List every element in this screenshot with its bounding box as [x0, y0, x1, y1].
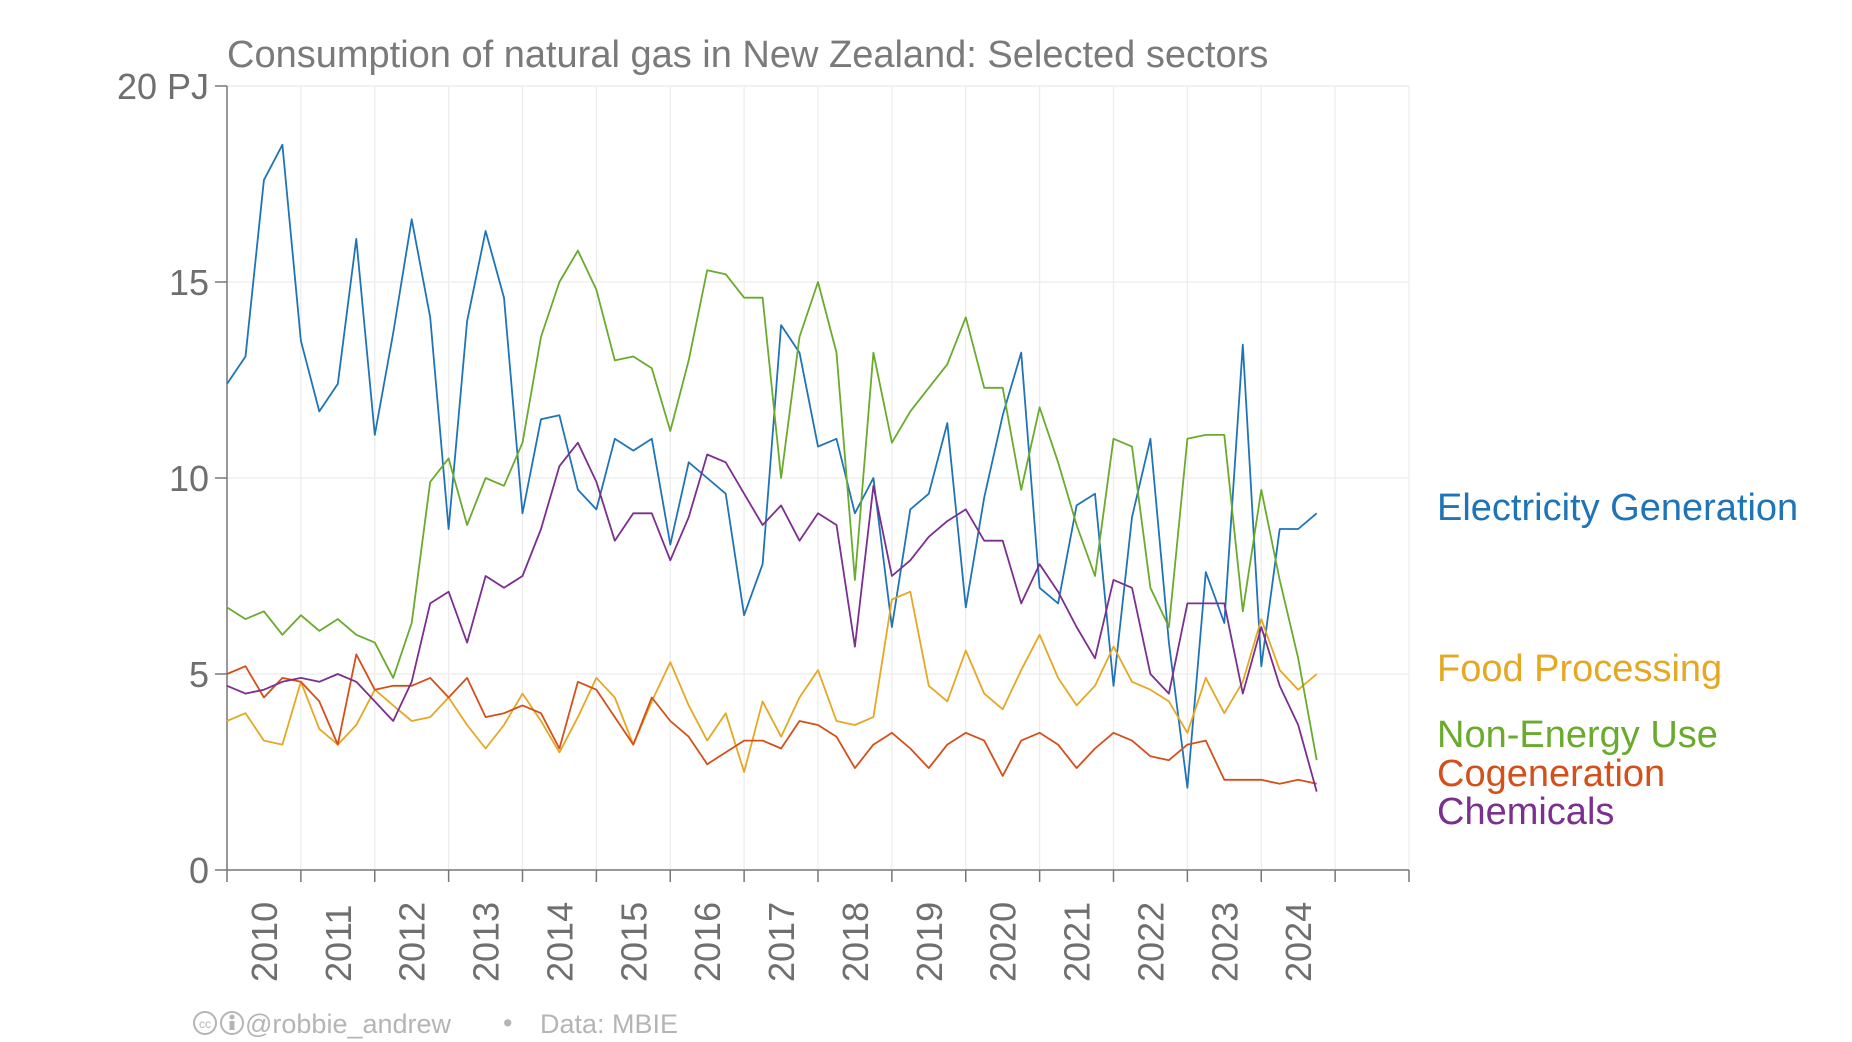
series-label-food-processing: Food Processing [1437, 648, 1722, 690]
series-line-cogeneration [226, 653, 1317, 785]
series-label-non-energy-use: Non-Energy Use [1437, 714, 1718, 756]
y-tick-label: 0 [189, 850, 209, 891]
y-tick-label: 15 [169, 262, 209, 303]
x-tick-label: 2017 [761, 902, 802, 982]
series-label-cogeneration: Cogeneration [1437, 753, 1665, 795]
credit-author: @robbie_andrew [245, 1009, 452, 1039]
x-tick-labels: 2010 2011 2012 2013 2014 2015 2016 2017 2018 2019… [244, 902, 1319, 982]
grid [227, 85, 1410, 870]
x-tick-label: 2021 [1057, 902, 1098, 982]
svg-text:cc: cc [199, 1017, 211, 1031]
series-lines [226, 143, 1318, 792]
axes [215, 85, 1410, 882]
x-tick-label: 2023 [1204, 902, 1245, 982]
y-tick-label: 10 [169, 458, 209, 499]
x-tick-label: 2022 [1130, 902, 1171, 982]
y-tick-label: 20 PJ [117, 66, 209, 107]
x-tick-label: 2013 [466, 902, 507, 982]
attribution-icon [220, 1011, 244, 1035]
series-line-food-processing [226, 590, 1318, 773]
x-tick-label: 2024 [1278, 902, 1319, 982]
chart-title: Consumption of natural gas in New Zealan… [227, 34, 1268, 76]
x-tick-label: 2020 [983, 902, 1024, 982]
y-tick-labels: 0 5 10 15 20 PJ [117, 66, 209, 891]
credit: cc @robbie_andrew • Data: MBIE [193, 1008, 678, 1039]
x-tick-label: 2014 [539, 902, 580, 982]
x-tick-label: 2019 [909, 902, 950, 982]
series-line-electricity-generation [226, 143, 1318, 789]
series-line-non-energy-use [226, 249, 1318, 761]
x-tick-label: 2010 [244, 902, 285, 982]
series-label-chemicals: Chemicals [1437, 791, 1614, 833]
y-tick-label: 5 [189, 654, 209, 695]
x-tick-label: 2015 [613, 902, 654, 982]
x-tick-label: 2012 [392, 902, 433, 982]
x-tick-label: 2018 [835, 902, 876, 982]
credit-source: Data: MBIE [540, 1009, 678, 1039]
series-labels: Electricity Generation Food Processing Non… [1437, 487, 1798, 833]
series-label-electricity-generation: Electricity Generation [1437, 487, 1798, 529]
credit-separator: • [503, 1008, 512, 1038]
x-tick-label: 2016 [687, 902, 728, 982]
series-line-chemicals [226, 441, 1318, 792]
cc-license-icon: cc [193, 1011, 217, 1035]
x-tick-label: 2011 [318, 905, 359, 982]
